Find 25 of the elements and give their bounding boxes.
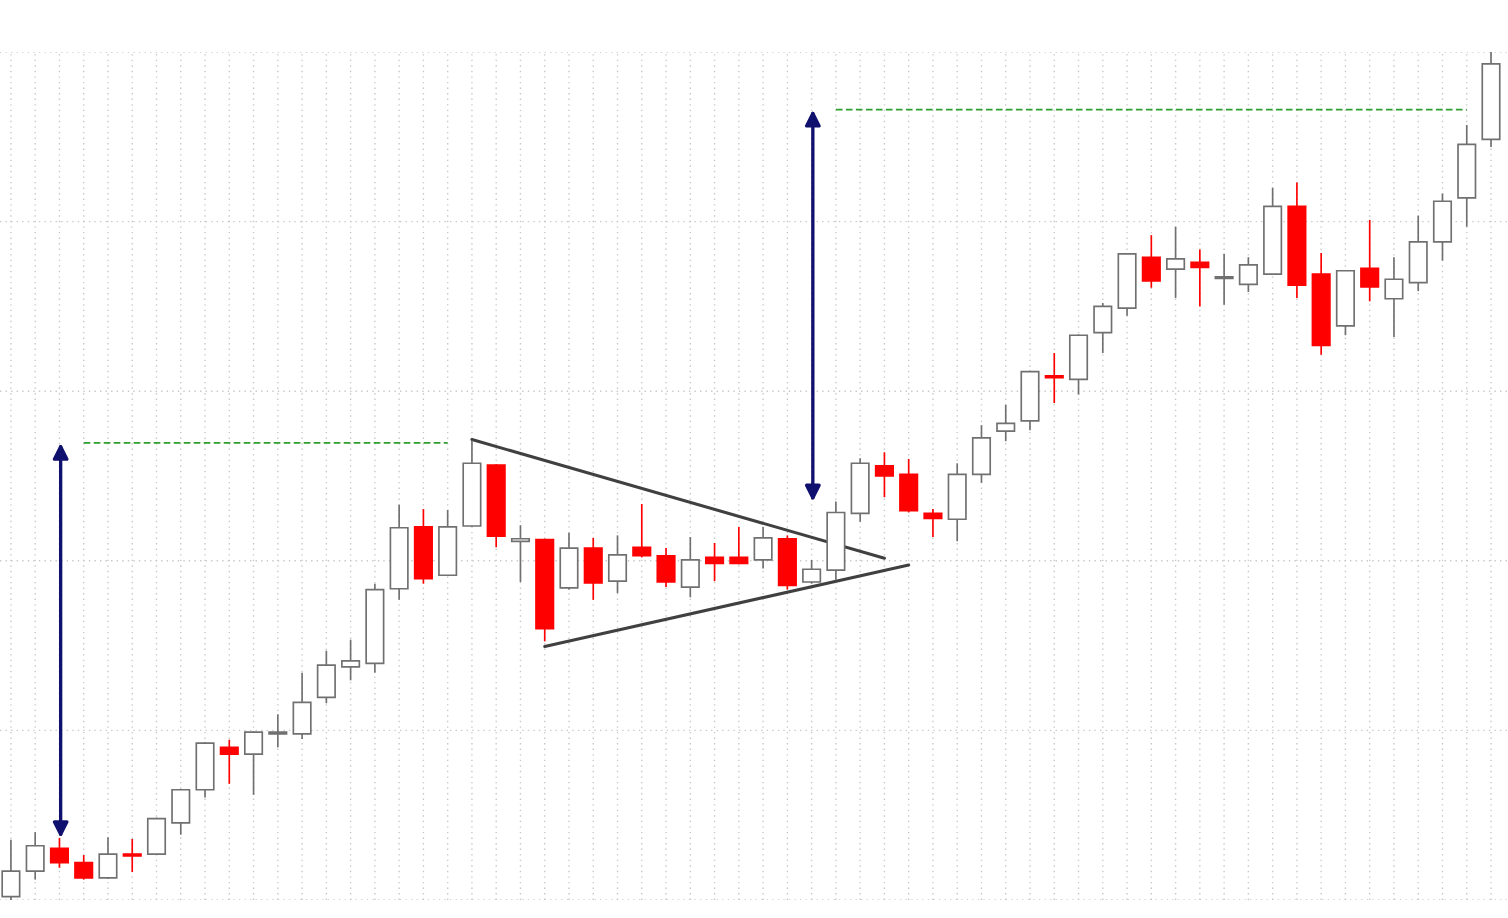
candlestick	[1384, 256, 1404, 338]
candlestick	[802, 559, 822, 585]
candlestick	[49, 837, 70, 869]
candlestick	[243, 730, 264, 796]
candlestick	[98, 836, 118, 880]
candlestick	[1166, 225, 1186, 299]
candlestick	[1214, 252, 1234, 306]
candlestick	[1360, 219, 1380, 303]
candlestick	[923, 508, 943, 538]
candlestick	[510, 524, 531, 583]
candlestick	[219, 738, 239, 785]
candlestick	[729, 526, 749, 566]
candlestick	[74, 854, 94, 881]
candlestick	[1190, 248, 1210, 308]
candlestick	[1044, 352, 1064, 404]
candlestick	[122, 838, 142, 873]
candlestick	[705, 542, 725, 582]
candlestick	[1141, 234, 1161, 289]
candlestick	[341, 638, 361, 682]
candlestick	[753, 526, 773, 570]
candlestick	[1238, 256, 1258, 293]
candlestick	[632, 503, 652, 559]
candlestick	[874, 451, 894, 499]
candlestick	[996, 403, 1016, 443]
candlestick	[268, 713, 288, 749]
